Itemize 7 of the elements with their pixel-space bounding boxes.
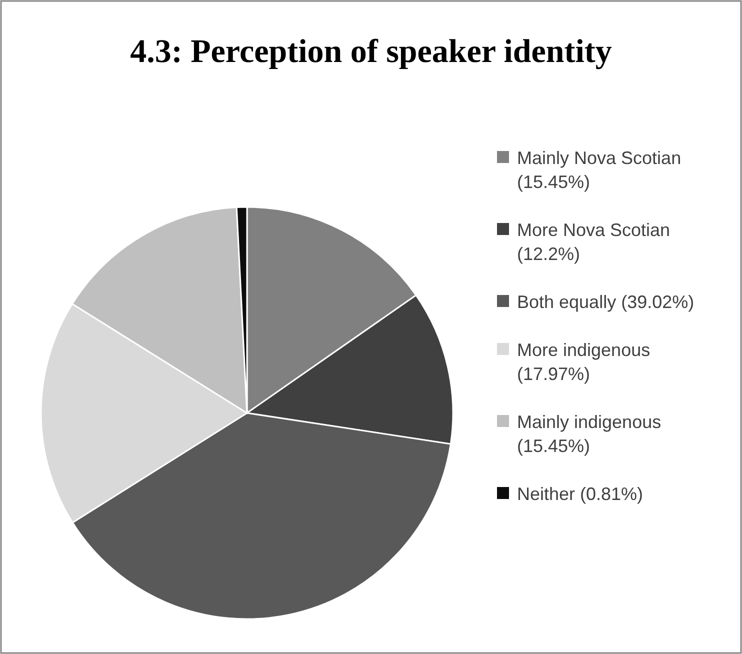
legend-label: Mainly indigenous (15.45%)	[517, 412, 662, 456]
legend-label: Mainly Nova Scotian (15.45%)	[517, 148, 682, 192]
legend-label: Both equally (39.02%)	[517, 292, 694, 312]
legend-label: More indigenous (17.97%)	[517, 340, 650, 384]
legend-label: More Nova Scotian (12.2%)	[517, 220, 670, 264]
legend-label: Neither (0.81%)	[517, 484, 644, 504]
chart-title: 4.3: Perception of speaker identity	[130, 34, 612, 70]
